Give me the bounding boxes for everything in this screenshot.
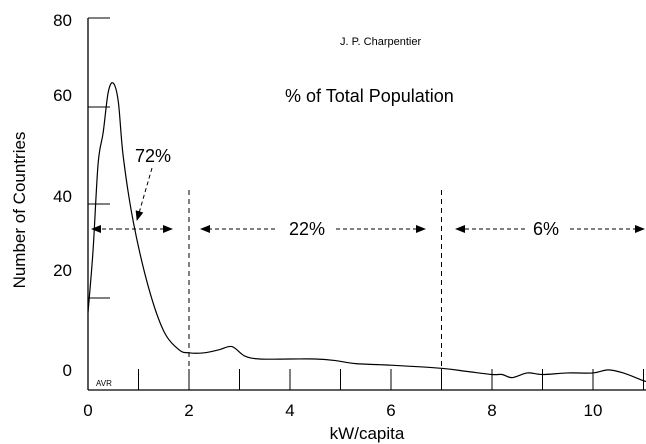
y-axis-ticks: 0 20 40 60 80 <box>53 11 110 380</box>
population-annotation: % of Total Population <box>285 86 454 106</box>
x-tick-label: 2 <box>184 401 193 420</box>
y-tick-label: 0 <box>63 361 72 380</box>
x-tick-label: 0 <box>83 401 92 420</box>
credit-label: J. P. Charpentier <box>340 36 421 48</box>
y-tick-label: 20 <box>53 261 72 280</box>
y-tick-label: 80 <box>53 11 72 30</box>
range-label: 6% <box>533 219 559 239</box>
x-tick-label: 4 <box>285 401 294 420</box>
data-curve <box>87 82 646 383</box>
y-axis-title: Number of Countries <box>10 132 29 289</box>
x-axis-ticks: 0 2 4 6 8 10 <box>83 369 644 420</box>
range-annotations: 72% 22% 6% <box>91 146 645 239</box>
x-tick-label: 8 <box>487 401 496 420</box>
y-tick-label: 40 <box>53 187 72 206</box>
range-boundaries <box>188 190 442 390</box>
range-label: 72% <box>135 146 171 166</box>
avr-label: AVR <box>96 379 112 388</box>
leader-arrow <box>135 167 153 221</box>
x-tick-label: 10 <box>584 401 603 420</box>
x-tick-label: 6 <box>386 401 395 420</box>
range-label: 22% <box>289 219 325 239</box>
x-axis-title: kW/capita <box>330 424 405 443</box>
y-tick-label: 60 <box>53 86 72 105</box>
